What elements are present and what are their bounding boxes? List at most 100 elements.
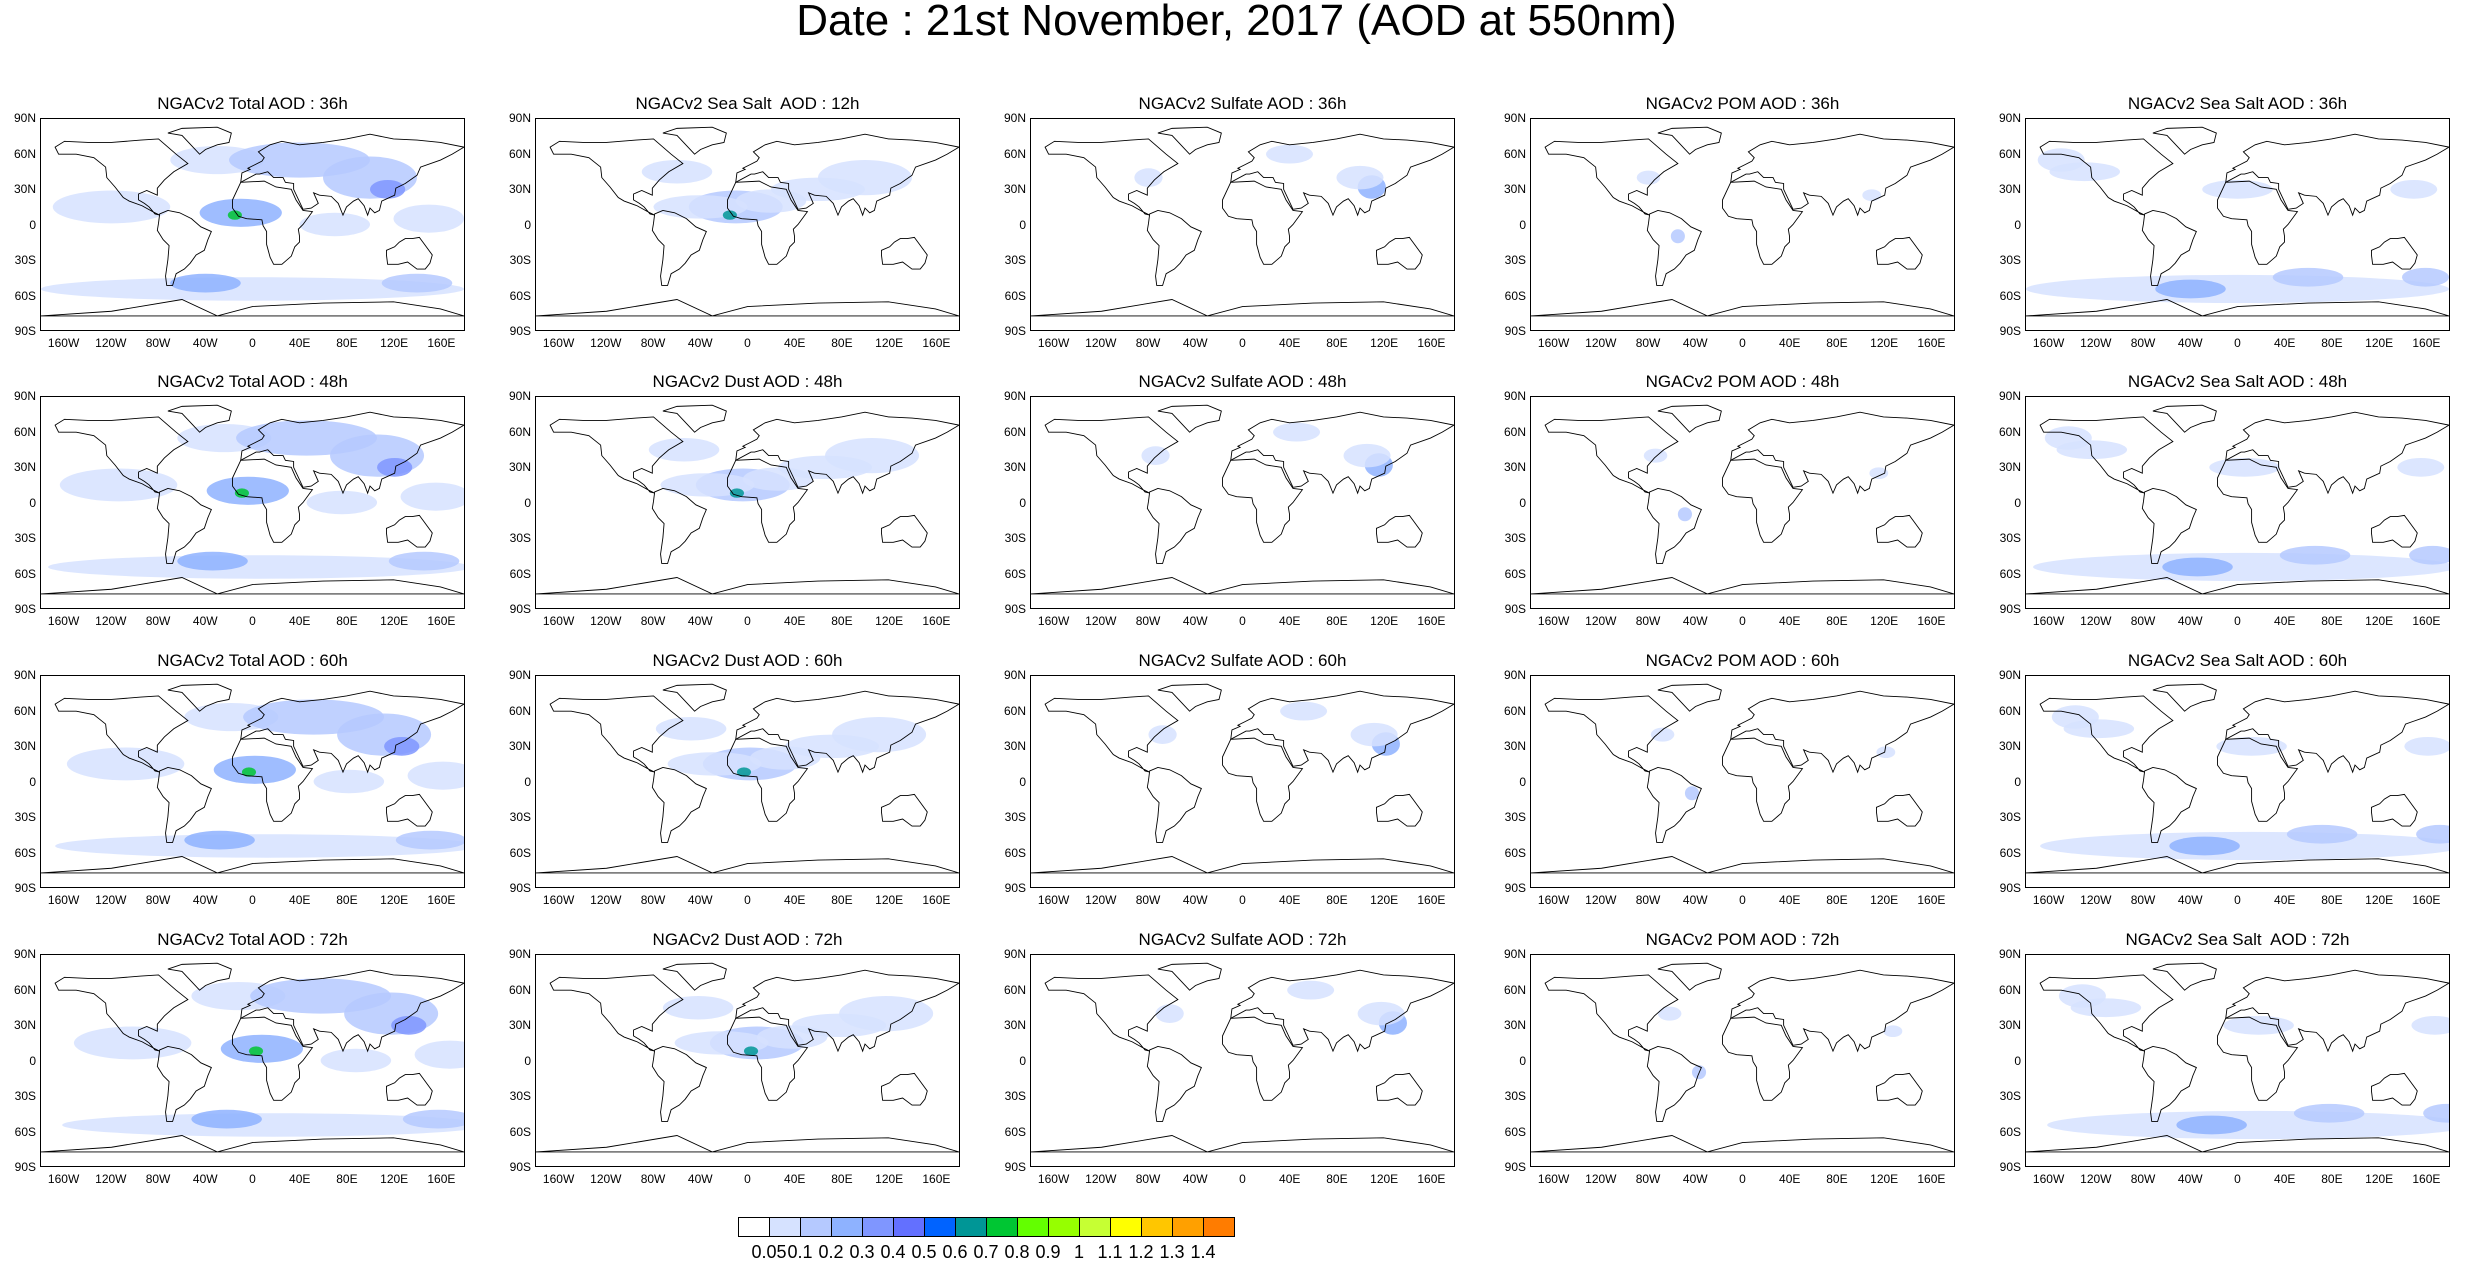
lon-tick-label: 40E <box>289 1172 311 1186</box>
coastline <box>1646 1045 1702 1122</box>
lon-tick-label: 120W <box>95 1172 127 1186</box>
lon-tick-label: 160W <box>47 614 80 628</box>
lon-tick-label: 40W <box>687 893 713 907</box>
coastline <box>240 133 464 217</box>
lon-tick-label: 40E <box>2274 1172 2296 1186</box>
lat-tick-label: 60N <box>1998 424 2021 439</box>
coastline <box>2225 411 2449 495</box>
aod-shading <box>48 555 464 579</box>
aod-shading <box>1343 443 1391 468</box>
lon-tick-label: 160E <box>2412 614 2441 628</box>
lat-tick-label: 90S <box>1999 324 2021 338</box>
lon-tick-label: 160E <box>427 614 456 628</box>
coastline <box>167 683 232 712</box>
lon-tick-label: 80E <box>831 893 853 907</box>
lon-tick-label: 120E <box>2365 336 2394 350</box>
map-panel: NGACv2 POM AOD : 36h 90N 60N 30N 0 30S 60S 90S 1… <box>1490 94 1960 366</box>
lon-tick-label: 160E <box>427 336 456 350</box>
coastline <box>2141 487 2197 564</box>
lat-tick-label: 0 <box>29 774 36 789</box>
lon-tick-label: 120E <box>2365 893 2394 907</box>
colorbar-label: 1 <box>1073 1242 1084 1262</box>
lat-tick-label: 60N <box>1003 982 1026 997</box>
panel-title: NGACv2 Total AOD : 72h <box>157 930 348 949</box>
aod-shading <box>2176 1115 2247 1135</box>
coastline <box>1531 1135 1954 1153</box>
lon-tick-label: 40W <box>2177 614 2203 628</box>
coastline <box>1876 514 1923 548</box>
lat-tick-label: 90S <box>14 602 36 616</box>
aod-shading <box>62 1113 464 1137</box>
lon-tick-label: 160E <box>1917 336 1946 350</box>
lon-tick-label: 0 <box>249 336 256 350</box>
map-frame <box>40 675 465 888</box>
lon-tick-label: 40E <box>1279 614 1301 628</box>
aod-shading <box>1876 746 1896 759</box>
lon-tick-label: 80W <box>145 614 171 628</box>
coastline <box>1376 793 1423 827</box>
lon-tick-label: 160E <box>427 893 456 907</box>
aod-shading <box>2169 836 2240 856</box>
lon-tick-label: 160W <box>1537 1172 1570 1186</box>
map-panel: NGACv2 Sea Salt AOD : 12h 90N 60N 30N 0 30S 60… <box>495 94 965 366</box>
lon-tick-label: 0 <box>1239 336 1246 350</box>
coastline <box>1730 411 1954 495</box>
lon-tick-label: 40E <box>1279 336 1301 350</box>
world-map-icon <box>41 962 464 1153</box>
lon-tick-label: 40E <box>784 1172 806 1186</box>
lat-tick-label: 60S <box>1004 566 1026 581</box>
aod-shading <box>2216 736 2287 756</box>
lat-tick-label: 90S <box>1004 324 1026 338</box>
coastline <box>41 577 464 595</box>
aod-shading <box>234 488 249 498</box>
lat-tick-label: 30N <box>1503 1018 1526 1032</box>
aod-shading <box>170 273 241 293</box>
aod-shading <box>414 1040 464 1069</box>
lon-tick-label: 40E <box>289 614 311 628</box>
colorbar-swatch <box>924 1217 956 1237</box>
lon-tick-label: 40W <box>1182 336 1208 350</box>
coastline <box>240 690 464 774</box>
coastline <box>1876 236 1923 270</box>
panel-title: NGACv2 Sulfate AOD : 72h <box>1138 930 1347 949</box>
lon-tick-label: 80E <box>336 1172 358 1186</box>
map-panel: NGACv2 Dust AOD : 48h 90N 60N 30N 0 30S 60S 90S… <box>495 372 965 644</box>
aod-shading <box>388 551 460 571</box>
lat-tick-label: 0 <box>1019 1053 1026 1068</box>
lat-tick-label: 60N <box>1503 703 1526 718</box>
lon-tick-label: 80E <box>1826 1172 1848 1186</box>
lon-tick-label: 120E <box>1370 614 1399 628</box>
panel-title: NGACv2 POM AOD : 60h <box>1645 651 1840 670</box>
lat-tick-label: 30N <box>1503 182 1526 196</box>
lat-tick-label: 90S <box>1999 1160 2021 1174</box>
lon-tick-label: 80E <box>1826 893 1848 907</box>
lat-tick-label: 30N <box>508 182 531 196</box>
aod-shading <box>1643 448 1668 463</box>
lat-tick-label: 0 <box>524 1053 531 1068</box>
world-map-icon <box>1031 962 1454 1153</box>
coastline <box>167 404 232 433</box>
lat-tick-label: 30N <box>13 460 36 474</box>
map-panel: NGACv2 POM AOD : 60h 90N 60N 30N 0 30S 60S 90S 1… <box>1490 651 1960 923</box>
lat-tick-label: 30N <box>1998 1018 2021 1032</box>
coastline <box>1544 695 1679 773</box>
lon-tick-label: 120W <box>1585 1172 1617 1186</box>
lon-tick-label: 160W <box>542 336 575 350</box>
map-frame <box>535 118 960 331</box>
lat-tick-label: 90S <box>1999 881 2021 895</box>
lon-tick-label: 40W <box>1182 893 1208 907</box>
lon-tick-label: 120E <box>380 336 409 350</box>
aod-shading <box>743 1046 759 1056</box>
lon-tick-label: 0 <box>1739 893 1746 907</box>
aod-shading <box>1266 144 1313 164</box>
lat-tick-label: 90N <box>1998 111 2021 125</box>
lat-tick-label: 90S <box>509 881 531 895</box>
lat-tick-label: 30N <box>1003 182 1026 196</box>
lat-tick-label: 30N <box>13 1018 36 1032</box>
coastline <box>2371 793 2418 827</box>
aod-shading <box>391 1015 427 1035</box>
lat-tick-label: 90N <box>1503 947 1526 961</box>
lat-tick-label: 90N <box>1003 668 1026 682</box>
coastline <box>651 766 707 843</box>
lat-tick-label: 60N <box>508 146 531 161</box>
